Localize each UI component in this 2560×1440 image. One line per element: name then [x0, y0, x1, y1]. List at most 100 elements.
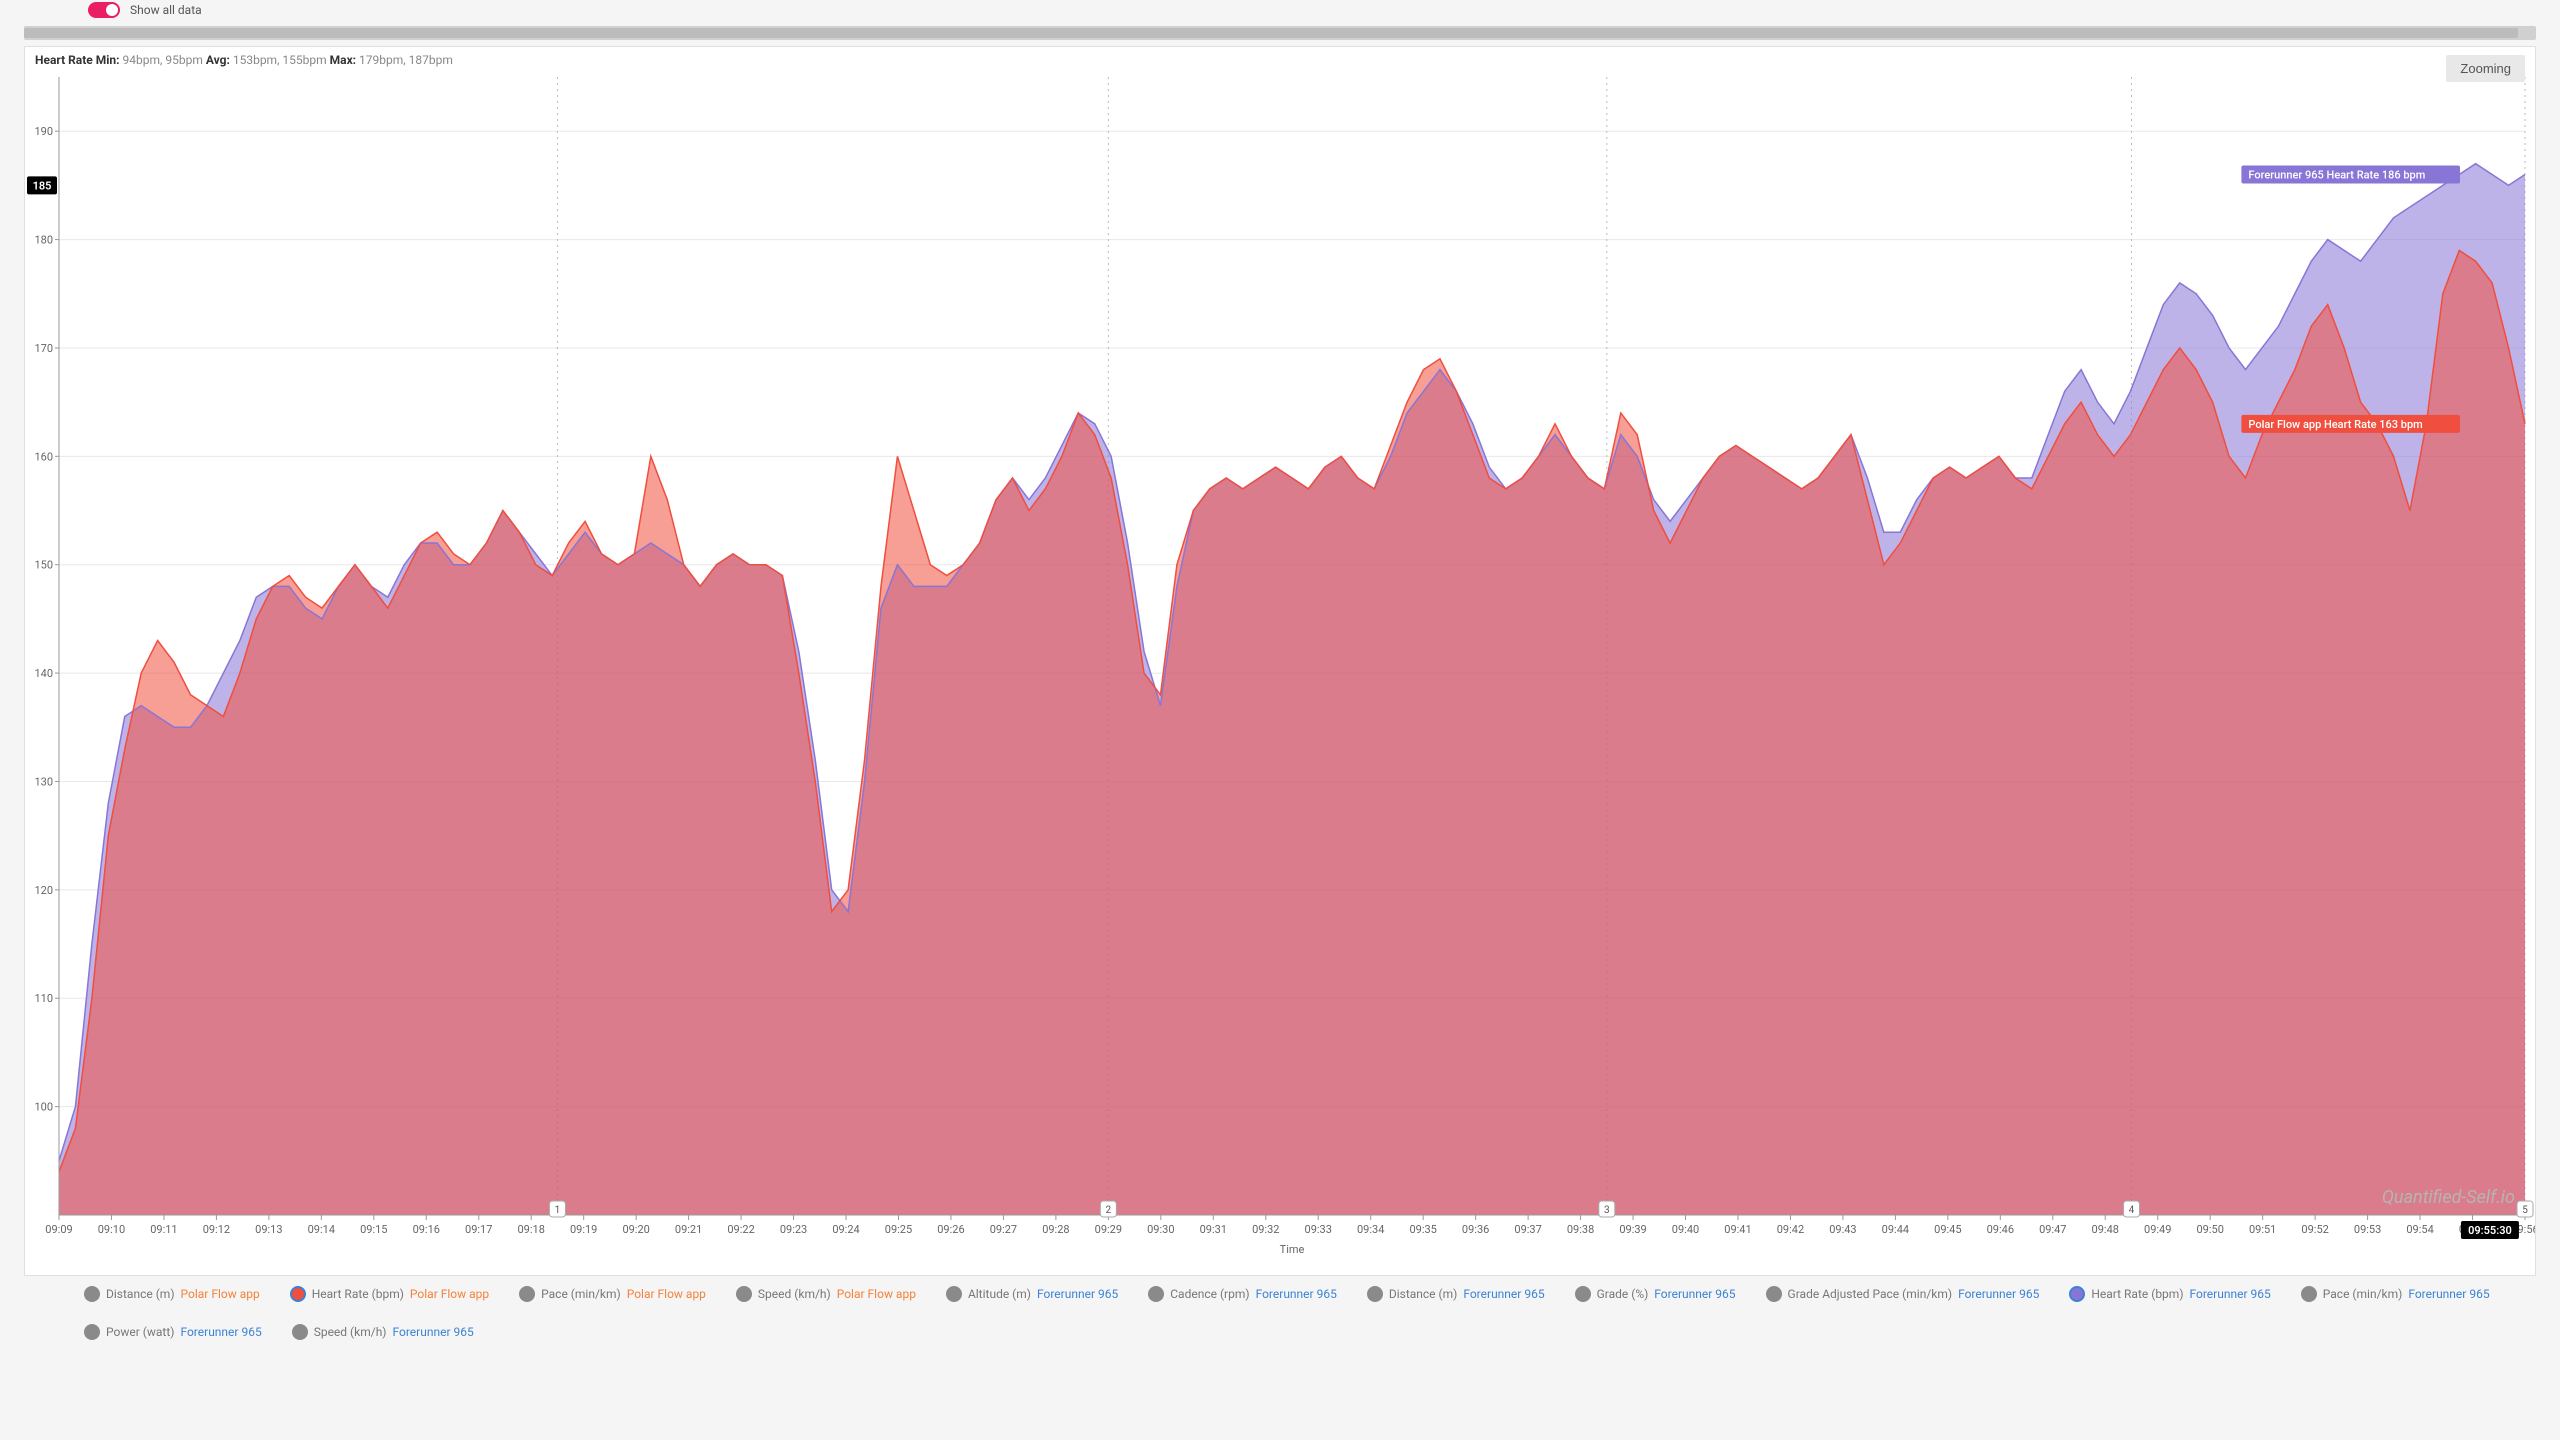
- svg-text:160: 160: [34, 450, 53, 463]
- range-scrollbar[interactable]: [24, 26, 2536, 40]
- svg-text:09:38: 09:38: [1567, 1223, 1594, 1236]
- svg-text:09:54: 09:54: [2406, 1223, 2433, 1236]
- legend-source: Forerunner 965: [2190, 1287, 2271, 1301]
- svg-text:09:39: 09:39: [1619, 1223, 1646, 1236]
- svg-text:09:22: 09:22: [727, 1223, 754, 1236]
- svg-text:09:31: 09:31: [1200, 1223, 1227, 1236]
- legend-item[interactable]: Grade (%) Forerunner 965: [1575, 1286, 1736, 1302]
- legend-swatch: [519, 1286, 535, 1302]
- legend-source: Polar Flow app: [410, 1287, 489, 1301]
- svg-text:5: 5: [2522, 1205, 2528, 1216]
- svg-text:09:14: 09:14: [308, 1223, 335, 1236]
- svg-text:09:51: 09:51: [2249, 1223, 2276, 1236]
- legend-metric: Pace (min/km): [2323, 1287, 2403, 1301]
- svg-text:180: 180: [34, 234, 53, 247]
- svg-text:09:45: 09:45: [1934, 1223, 1961, 1236]
- svg-text:120: 120: [34, 884, 53, 897]
- legend-swatch: [292, 1324, 308, 1340]
- legend-swatch: [2301, 1286, 2317, 1302]
- svg-text:09:20: 09:20: [622, 1223, 649, 1236]
- legend-swatch: [1575, 1286, 1591, 1302]
- svg-text:09:40: 09:40: [1672, 1223, 1699, 1236]
- legend-item[interactable]: Grade Adjusted Pace (min/km) Forerunner …: [1766, 1286, 2040, 1302]
- svg-text:09:09: 09:09: [45, 1223, 72, 1236]
- legend-item[interactable]: Cadence (rpm) Forerunner 965: [1148, 1286, 1337, 1302]
- legend-item[interactable]: Power (watt) Forerunner 965: [84, 1324, 262, 1340]
- legend-source: Forerunner 965: [1463, 1287, 1544, 1301]
- svg-text:09:18: 09:18: [518, 1223, 545, 1236]
- svg-text:Quantified-Self.io: Quantified-Self.io: [2382, 1187, 2515, 1208]
- svg-text:09:37: 09:37: [1514, 1223, 1541, 1236]
- svg-text:130: 130: [34, 775, 53, 788]
- legend-swatch: [736, 1286, 752, 1302]
- legend-source: Forerunner 965: [1958, 1287, 2039, 1301]
- svg-text:09:41: 09:41: [1724, 1223, 1751, 1236]
- svg-text:09:10: 09:10: [98, 1223, 125, 1236]
- svg-text:09:48: 09:48: [2092, 1223, 2119, 1236]
- legend-item[interactable]: Pace (min/km) Polar Flow app: [519, 1286, 706, 1302]
- legend-source: Polar Flow app: [181, 1287, 260, 1301]
- svg-text:09:47: 09:47: [2039, 1223, 2066, 1236]
- legend-metric: Distance (m): [1389, 1287, 1458, 1301]
- show-all-data-label: Show all data: [130, 3, 202, 17]
- legend-item[interactable]: Speed (km/h) Polar Flow app: [736, 1286, 916, 1302]
- svg-text:09:34: 09:34: [1357, 1223, 1384, 1236]
- legend-source: Forerunner 965: [1654, 1287, 1735, 1301]
- svg-text:09:42: 09:42: [1777, 1223, 1804, 1236]
- legend-item[interactable]: Distance (m) Polar Flow app: [84, 1286, 260, 1302]
- top-controls: Show all data: [24, 0, 2536, 26]
- legend-metric: Heart Rate (bpm): [2091, 1287, 2183, 1301]
- svg-text:2: 2: [1106, 1205, 1112, 1216]
- svg-text:100: 100: [34, 1101, 53, 1114]
- legend-metric: Speed (km/h): [758, 1287, 831, 1301]
- legend-source: Polar Flow app: [627, 1287, 706, 1301]
- legend-item[interactable]: Speed (km/h) Forerunner 965: [292, 1324, 474, 1340]
- chart-svg[interactable]: 10011012013014015016017018019009:0909:10…: [25, 47, 2535, 1275]
- svg-text:Polar Flow app Heart Rate 163: Polar Flow app Heart Rate 163 bpm: [2248, 418, 2422, 431]
- legend-item[interactable]: Heart Rate (bpm) Forerunner 965: [2069, 1286, 2270, 1302]
- svg-text:09:30: 09:30: [1147, 1223, 1174, 1236]
- legend-metric: Altitude (m): [968, 1287, 1031, 1301]
- svg-text:185: 185: [33, 179, 52, 192]
- svg-text:09:24: 09:24: [832, 1223, 859, 1236]
- legend-metric: Power (watt): [106, 1325, 174, 1339]
- chart-title: Heart Rate Min: 94bpm, 95bpm Avg: 153bpm…: [35, 53, 453, 67]
- svg-text:1: 1: [555, 1205, 561, 1216]
- legend-source: Forerunner 965: [393, 1325, 474, 1339]
- svg-text:09:16: 09:16: [413, 1223, 440, 1236]
- legend-item[interactable]: Heart Rate (bpm) Polar Flow app: [290, 1286, 489, 1302]
- svg-text:09:23: 09:23: [780, 1223, 807, 1236]
- legend-source: Forerunner 965: [1256, 1287, 1337, 1301]
- svg-text:09:49: 09:49: [2144, 1223, 2171, 1236]
- legend-item[interactable]: Pace (min/km) Forerunner 965: [2301, 1286, 2490, 1302]
- legend-item[interactable]: Altitude (m) Forerunner 965: [946, 1286, 1118, 1302]
- zooming-button[interactable]: Zooming: [2446, 55, 2525, 82]
- svg-text:09:55:30: 09:55:30: [2468, 1224, 2512, 1237]
- svg-text:09:35: 09:35: [1409, 1223, 1436, 1236]
- legend-swatch: [84, 1286, 100, 1302]
- svg-text:09:33: 09:33: [1305, 1223, 1332, 1236]
- show-all-data-toggle[interactable]: [88, 2, 120, 18]
- svg-text:Time: Time: [1280, 1243, 1305, 1256]
- legend-swatch: [1766, 1286, 1782, 1302]
- svg-text:09:19: 09:19: [570, 1223, 597, 1236]
- svg-text:09:46: 09:46: [1987, 1223, 2014, 1236]
- legend-metric: Speed (km/h): [314, 1325, 387, 1339]
- svg-text:09:27: 09:27: [990, 1223, 1017, 1236]
- svg-text:09:12: 09:12: [203, 1223, 230, 1236]
- svg-text:170: 170: [34, 342, 53, 355]
- legend-item[interactable]: Distance (m) Forerunner 965: [1367, 1286, 1545, 1302]
- legend-swatch: [1367, 1286, 1383, 1302]
- legend-source: Forerunner 965: [180, 1325, 261, 1339]
- legend-metric: Heart Rate (bpm): [312, 1287, 404, 1301]
- svg-text:09:17: 09:17: [465, 1223, 492, 1236]
- svg-text:09:25: 09:25: [885, 1223, 912, 1236]
- svg-text:09:21: 09:21: [675, 1223, 702, 1236]
- legend-swatch: [84, 1324, 100, 1340]
- legend-swatch: [946, 1286, 962, 1302]
- legend-swatch: [290, 1286, 306, 1302]
- svg-text:3: 3: [1604, 1205, 1610, 1216]
- svg-text:110: 110: [34, 992, 53, 1005]
- svg-text:09:52: 09:52: [2301, 1223, 2328, 1236]
- svg-text:09:50: 09:50: [2196, 1223, 2223, 1236]
